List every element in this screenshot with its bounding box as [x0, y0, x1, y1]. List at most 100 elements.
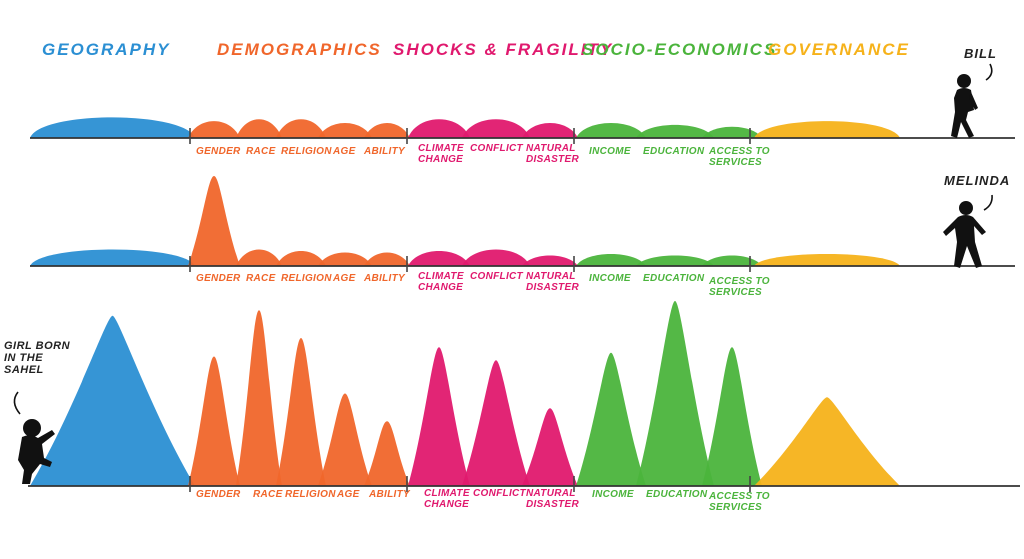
bill-arrow-icon	[985, 63, 993, 81]
mountain-race	[236, 119, 282, 138]
access-line-2: SERVICES	[709, 287, 762, 298]
factor-label-climate-change: CLIMATE CHANGE	[418, 271, 464, 293]
mountain-natural-disaster	[522, 255, 578, 266]
mountain-access-to-services	[702, 126, 762, 138]
factor-label-access-to-services: ACCESS TO SERVICES	[709, 491, 770, 513]
mountain-conflict	[462, 249, 530, 266]
category-socio-economics: SOCIO-ECONOMICS	[582, 40, 778, 59]
disaster-line-2: DISASTER	[526, 154, 579, 165]
person-label-melinda: MELINDA	[944, 173, 1011, 188]
mountain-natural-disaster	[522, 123, 578, 138]
mountain-geography	[30, 249, 195, 266]
category-governance: GOVERNANCE	[768, 40, 910, 59]
girl-label-line-3: SAHEL	[4, 364, 44, 376]
mountain-geography	[30, 315, 195, 486]
factor-label-age: AGE	[337, 489, 360, 500]
category-demographics: DEMOGRAPHICS	[217, 40, 382, 59]
mountain-access-to-services	[702, 347, 762, 486]
factor-label-religion: RELIGION	[285, 489, 336, 500]
climate-line-1: CLIMATE	[418, 143, 464, 154]
climate-line-2: CHANGE	[418, 282, 464, 293]
girl-label-line-2: IN THE	[4, 352, 44, 364]
mountain-geography	[30, 117, 195, 138]
mountain-access-to-services	[702, 255, 762, 266]
girl-arrow-icon	[13, 391, 21, 415]
mountain-age	[318, 123, 372, 138]
factor-label-religion: RELIGION	[281, 146, 332, 157]
mountain-religion	[276, 251, 326, 266]
factor-label-income: INCOME	[589, 273, 631, 284]
melinda-figure	[943, 201, 986, 268]
factor-label-conflict: CONFLICT	[473, 488, 526, 499]
factor-label-education: EDUCATION	[646, 489, 708, 500]
factor-label-access-to-services: ACCESS TO SERVICES	[709, 276, 770, 298]
mountain-education	[636, 124, 714, 138]
access-line-1: ACCESS TO	[709, 146, 770, 157]
factor-label-education: EDUCATION	[643, 146, 705, 157]
mountain-governance	[754, 121, 900, 138]
person-label-bill: BILL	[964, 46, 997, 61]
category-geography: GEOGRAPHY	[42, 40, 171, 59]
mountain-income	[576, 123, 646, 138]
mountain-age	[318, 252, 372, 266]
mountain-governance	[754, 397, 900, 486]
factor-label-natural-disaster: NATURAL DISASTER	[526, 143, 579, 165]
factor-label-age: AGE	[333, 273, 356, 284]
factor-label-conflict: CONFLICT	[470, 271, 523, 282]
mountain-education	[636, 255, 714, 266]
melinda-arrow-icon	[983, 194, 993, 211]
climate-line-2: CHANGE	[424, 499, 470, 510]
disaster-line-2: DISASTER	[526, 282, 579, 293]
disaster-line-1: NATURAL	[526, 488, 576, 499]
factor-label-ability: ABILITY	[369, 489, 410, 500]
climate-line-1: CLIMATE	[418, 271, 464, 282]
mountain-income	[576, 254, 646, 266]
factor-label-conflict: CONFLICT	[470, 143, 523, 154]
mountain-climate-change	[408, 119, 470, 138]
mountain-ability	[364, 123, 410, 138]
category-shocks-fragility: SHOCKS & FRAGILITY	[393, 40, 614, 59]
girl-figure	[18, 419, 55, 484]
climate-line-2: CHANGE	[418, 154, 464, 165]
disaster-line-1: NATURAL	[526, 271, 576, 282]
mountain-income	[576, 352, 646, 486]
mountain-gender	[188, 176, 240, 266]
mountain-age	[318, 393, 372, 486]
factor-label-climate-change: CLIMATE CHANGE	[418, 143, 464, 165]
access-line-2: SERVICES	[709, 502, 762, 513]
mountain-race	[236, 249, 282, 266]
disaster-line-1: NATURAL	[526, 143, 576, 154]
girl-label-line-1: GIRL BORN	[4, 340, 71, 352]
person-label-girl-sahel: GIRL BORN IN THE SAHEL	[4, 340, 70, 376]
factor-label-climate-change: CLIMATE CHANGE	[424, 488, 470, 510]
mountain-climate-change	[408, 251, 470, 266]
mountain-governance	[754, 254, 900, 266]
mountain-natural-disaster	[522, 408, 578, 486]
mountain-ability	[364, 421, 410, 486]
mountain-race	[236, 310, 282, 486]
mountain-climate-change	[408, 347, 470, 486]
factor-label-race: RACE	[246, 146, 276, 157]
mountain-conflict	[462, 119, 530, 138]
factor-label-education: EDUCATION	[643, 273, 705, 284]
factor-label-gender: GENDER	[196, 273, 241, 284]
access-line-2: SERVICES	[709, 157, 762, 168]
factor-label-ability: ABILITY	[364, 146, 405, 157]
factor-label-gender: GENDER	[196, 146, 241, 157]
factor-label-natural-disaster: NATURAL DISASTER	[526, 271, 579, 293]
mountain-gender	[188, 121, 240, 138]
factor-label-gender: GENDER	[196, 489, 241, 500]
mountain-religion	[276, 119, 326, 138]
mountain-religion	[276, 338, 326, 486]
factor-label-ability: ABILITY	[364, 273, 405, 284]
access-line-1: ACCESS TO	[709, 276, 770, 287]
climate-line-1: CLIMATE	[424, 488, 470, 499]
factor-label-race: RACE	[246, 273, 276, 284]
bill-figure	[951, 74, 978, 138]
factor-label-age: AGE	[333, 146, 356, 157]
factor-label-race: RACE	[253, 489, 283, 500]
mountain-conflict	[462, 360, 530, 486]
factor-label-income: INCOME	[592, 489, 634, 500]
